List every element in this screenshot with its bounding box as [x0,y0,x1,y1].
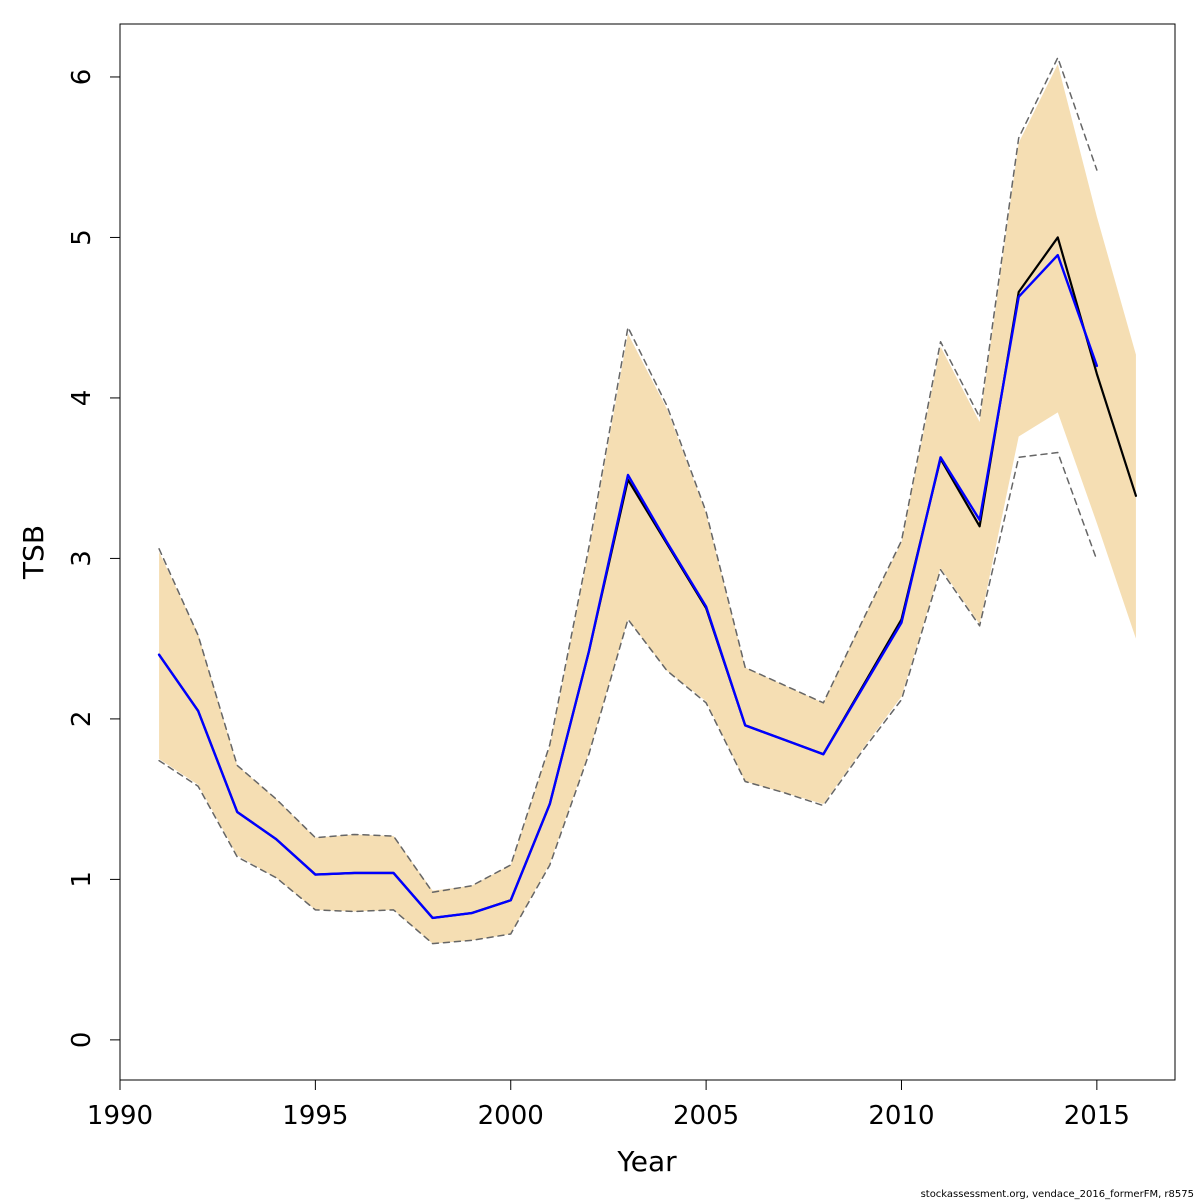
y-axis-title: TSB [17,525,50,580]
confidence-band [159,64,1136,944]
y-tick-label: 0 [67,1032,97,1049]
x-tick-label: 2000 [478,1101,544,1131]
x-tick-label: 1990 [87,1101,153,1131]
confidence-band-layer [159,64,1136,944]
x-tick-label: 2005 [673,1101,739,1131]
x-tick-label: 2015 [1064,1101,1130,1131]
dashed-bound-line-2 [158,56,1098,893]
footer-note: stockassessment.org, vendace_2016_former… [921,1189,1194,1200]
y-tick-label: 1 [67,871,97,888]
y-tick-label: 5 [67,229,97,246]
y-tick-label: 3 [67,550,97,567]
y-tick-label: 4 [67,390,97,407]
blue-estimate-line [157,253,1099,920]
dashed-bound-line-1 [158,451,1098,945]
x-axis-title: Year [616,1145,677,1178]
y-axis: 0 1 2 3 4 5 6 [67,69,121,1049]
y-tick-label: 2 [67,711,97,728]
y-tick-label: 6 [67,69,97,86]
x-tick-label: 1995 [282,1101,348,1131]
x-tick-label: 2010 [868,1101,934,1131]
series-lines-layer [157,56,1138,945]
x-axis: 1990 1995 2000 2005 2010 2015 [87,1079,1130,1131]
